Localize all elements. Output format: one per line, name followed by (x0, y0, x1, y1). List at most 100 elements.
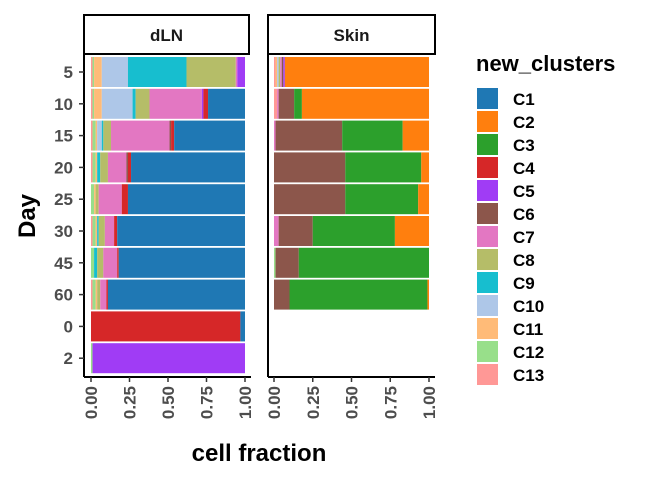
legend-label-c11: C11 (513, 320, 543, 339)
bar-dln-day45-c7 (103, 247, 118, 278)
bar-dln-day45-c4 (117, 247, 119, 278)
bar-skin-day10-c7 (277, 88, 279, 119)
bar-dln-day5-c5 (237, 57, 245, 87)
bar-dln-day10-c1 (208, 88, 245, 119)
bar-dln-day20-c13 (91, 152, 93, 183)
bar-dln-day25-c12 (91, 184, 95, 215)
bar-skin-day45-c3 (298, 247, 429, 278)
bar-skin-day30-c7 (274, 216, 279, 246)
y-axis-title: Day (14, 193, 41, 238)
bar-dln-day10-c11 (94, 88, 102, 119)
bar-skin-day60-c3 (289, 279, 428, 310)
bar-dln-day5-c13 (91, 57, 93, 87)
x-tick-label: 0.75 (198, 386, 217, 419)
bar-dln-day30-c13 (91, 216, 93, 246)
bar-dln-day60-c13 (91, 279, 93, 310)
legend-swatch-c2 (477, 111, 498, 132)
x-tick-label: 0.75 (381, 386, 400, 419)
bar-dln-day20-c9 (97, 152, 101, 183)
panel-dln (91, 57, 245, 374)
legend-label-c13: C13 (513, 366, 544, 385)
bar-skin-day60-c2 (427, 279, 429, 310)
bar-skin-day25-c6 (274, 184, 346, 215)
legend-label-c8: C8 (513, 251, 535, 270)
bar-dln-day25-c8 (95, 184, 99, 215)
bar-dln-day5-c7 (235, 57, 238, 87)
bar-skin-day5-c6 (281, 57, 284, 87)
strip-skin: Skin (267, 14, 436, 55)
y-tick-labels: 5 10 15 20 25 30 45 60 0 2 (54, 63, 84, 368)
bar-dln-day15-c1 (174, 120, 245, 151)
panel-skin (274, 57, 429, 310)
bar-dln-day60-c12 (92, 279, 96, 310)
y-tick-label-10: 10 (54, 95, 73, 114)
bar-skin-day20-c3 (345, 152, 422, 183)
y-tick-label-0: 0 (64, 317, 73, 336)
bar-dln-day5-c10 (101, 57, 128, 87)
legend-label-c2: C2 (513, 113, 535, 132)
legend-swatch-c13 (477, 364, 498, 385)
bar-dln-day30-c1 (117, 216, 245, 246)
strip-dln-label: dLN (150, 26, 183, 45)
legend-swatch-c8 (477, 249, 498, 270)
bar-dln-day0-c1 (240, 311, 245, 342)
bar-dln-day25-c4 (121, 184, 128, 215)
y-tick-label-25: 25 (54, 190, 73, 209)
bar-dln-day10-c4 (203, 88, 209, 119)
legend-label-c10: C10 (513, 297, 544, 316)
bar-dln-day10-c5 (201, 88, 204, 119)
bar-dln-day45-c9 (94, 247, 98, 278)
legend-swatch-c12 (477, 341, 498, 362)
legend-label-c3: C3 (513, 136, 535, 155)
legend-swatch-c6 (477, 203, 498, 224)
bar-dln-day15-c12 (92, 120, 96, 151)
bar-dln-day60-c1 (107, 279, 245, 310)
y-tick-label-30: 30 (54, 222, 73, 241)
bar-dln-day5-c8 (186, 57, 236, 87)
legend-label-c5: C5 (513, 182, 535, 201)
bar-skin-day10-c6 (278, 88, 295, 119)
legend-swatch-c3 (477, 134, 498, 155)
y-tick-label-20: 20 (54, 158, 73, 177)
y-tick-label-5: 5 (64, 63, 73, 82)
bar-dln-day10-c8 (135, 88, 150, 119)
bar-dln-day15-c7 (111, 120, 170, 151)
bar-dln-day20-c4 (127, 152, 132, 183)
legend-label-c7: C7 (513, 228, 535, 247)
bar-skin-day5-c13 (274, 57, 276, 87)
bar-skin-day45-c12 (274, 247, 276, 278)
bar-dln-day45-c12 (91, 247, 95, 278)
x-tick-label: 0.25 (304, 386, 323, 419)
bar-dln-day25-c11 (94, 184, 96, 215)
bar-skin-day30-c6 (278, 216, 313, 246)
bar-dln-day15-c13 (91, 120, 93, 151)
y-tick-label-15: 15 (54, 127, 73, 146)
bar-dln-day15-c6 (169, 120, 172, 151)
bar-dln-day20-c6 (126, 152, 128, 183)
y-tick-label-45: 45 (54, 254, 73, 273)
bar-skin-day25-c2 (418, 184, 429, 215)
bar-dln-day10-c12 (92, 88, 95, 119)
bar-skin-day10-c13 (274, 88, 278, 119)
bar-skin-day15-c7 (274, 120, 276, 151)
legend-swatch-c9 (477, 272, 498, 293)
bar-dln-day30-c7 (104, 216, 115, 246)
bar-skin-day15-c2 (402, 120, 429, 151)
bar-dln-day60-c4 (106, 279, 108, 310)
bar-dln-day20-c1 (131, 152, 245, 183)
bar-dln-day15-c9 (101, 120, 104, 151)
bar-dln-day0-c4 (91, 311, 241, 342)
bar-skin-day5-c8 (278, 57, 281, 87)
legend-swatch-c11 (477, 318, 498, 339)
bar-dln-day10-c10 (101, 88, 133, 119)
bar-skin-day10-c2 (301, 88, 429, 119)
x-tick-label: 0.00 (82, 386, 101, 419)
bar-dln-day15-c11 (95, 120, 98, 151)
bar-dln-day30-c8 (98, 216, 105, 246)
y-tick-label-60: 60 (54, 286, 73, 305)
bar-skin-day60-c6 (274, 279, 290, 310)
legend-label-c1: C1 (513, 90, 535, 109)
bar-dln-day10-c13 (91, 88, 93, 119)
strip-dln: dLN (83, 14, 250, 55)
x-axis-title: cell fraction (192, 440, 327, 467)
